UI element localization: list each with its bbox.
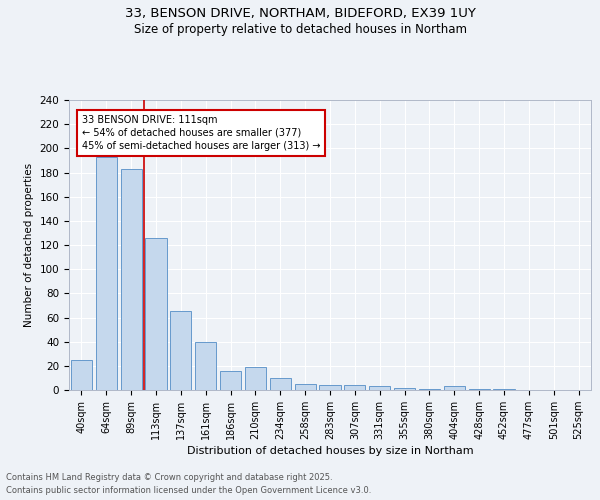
Bar (344, 385, 365, 390)
Bar (369, 386, 390, 390)
Bar (195, 342, 216, 390)
Text: 33, BENSON DRIVE, NORTHAM, BIDEFORD, EX39 1UY: 33, BENSON DRIVE, NORTHAM, BIDEFORD, EX3… (125, 8, 475, 20)
Bar (121, 169, 142, 390)
Bar (96, 157, 117, 390)
Bar (245, 367, 266, 390)
Bar (295, 384, 316, 390)
Text: Contains public sector information licensed under the Open Government Licence v3: Contains public sector information licen… (6, 486, 371, 495)
Text: Contains HM Land Registry data © Crown copyright and database right 2025.: Contains HM Land Registry data © Crown c… (6, 474, 332, 482)
Text: 33 BENSON DRIVE: 111sqm
← 54% of detached houses are smaller (377)
45% of semi-d: 33 BENSON DRIVE: 111sqm ← 54% of detache… (82, 114, 320, 151)
Bar (419, 389, 440, 390)
Bar (220, 370, 241, 390)
Bar (469, 389, 490, 390)
Bar (394, 388, 415, 390)
Bar (270, 378, 291, 390)
Text: Size of property relative to detached houses in Northam: Size of property relative to detached ho… (133, 22, 467, 36)
Bar (493, 389, 515, 390)
Bar (145, 238, 167, 390)
Bar (170, 312, 191, 390)
Bar (444, 386, 465, 390)
Y-axis label: Number of detached properties: Number of detached properties (24, 163, 34, 327)
Bar (71, 360, 92, 390)
X-axis label: Distribution of detached houses by size in Northam: Distribution of detached houses by size … (187, 446, 473, 456)
Bar (319, 385, 341, 390)
